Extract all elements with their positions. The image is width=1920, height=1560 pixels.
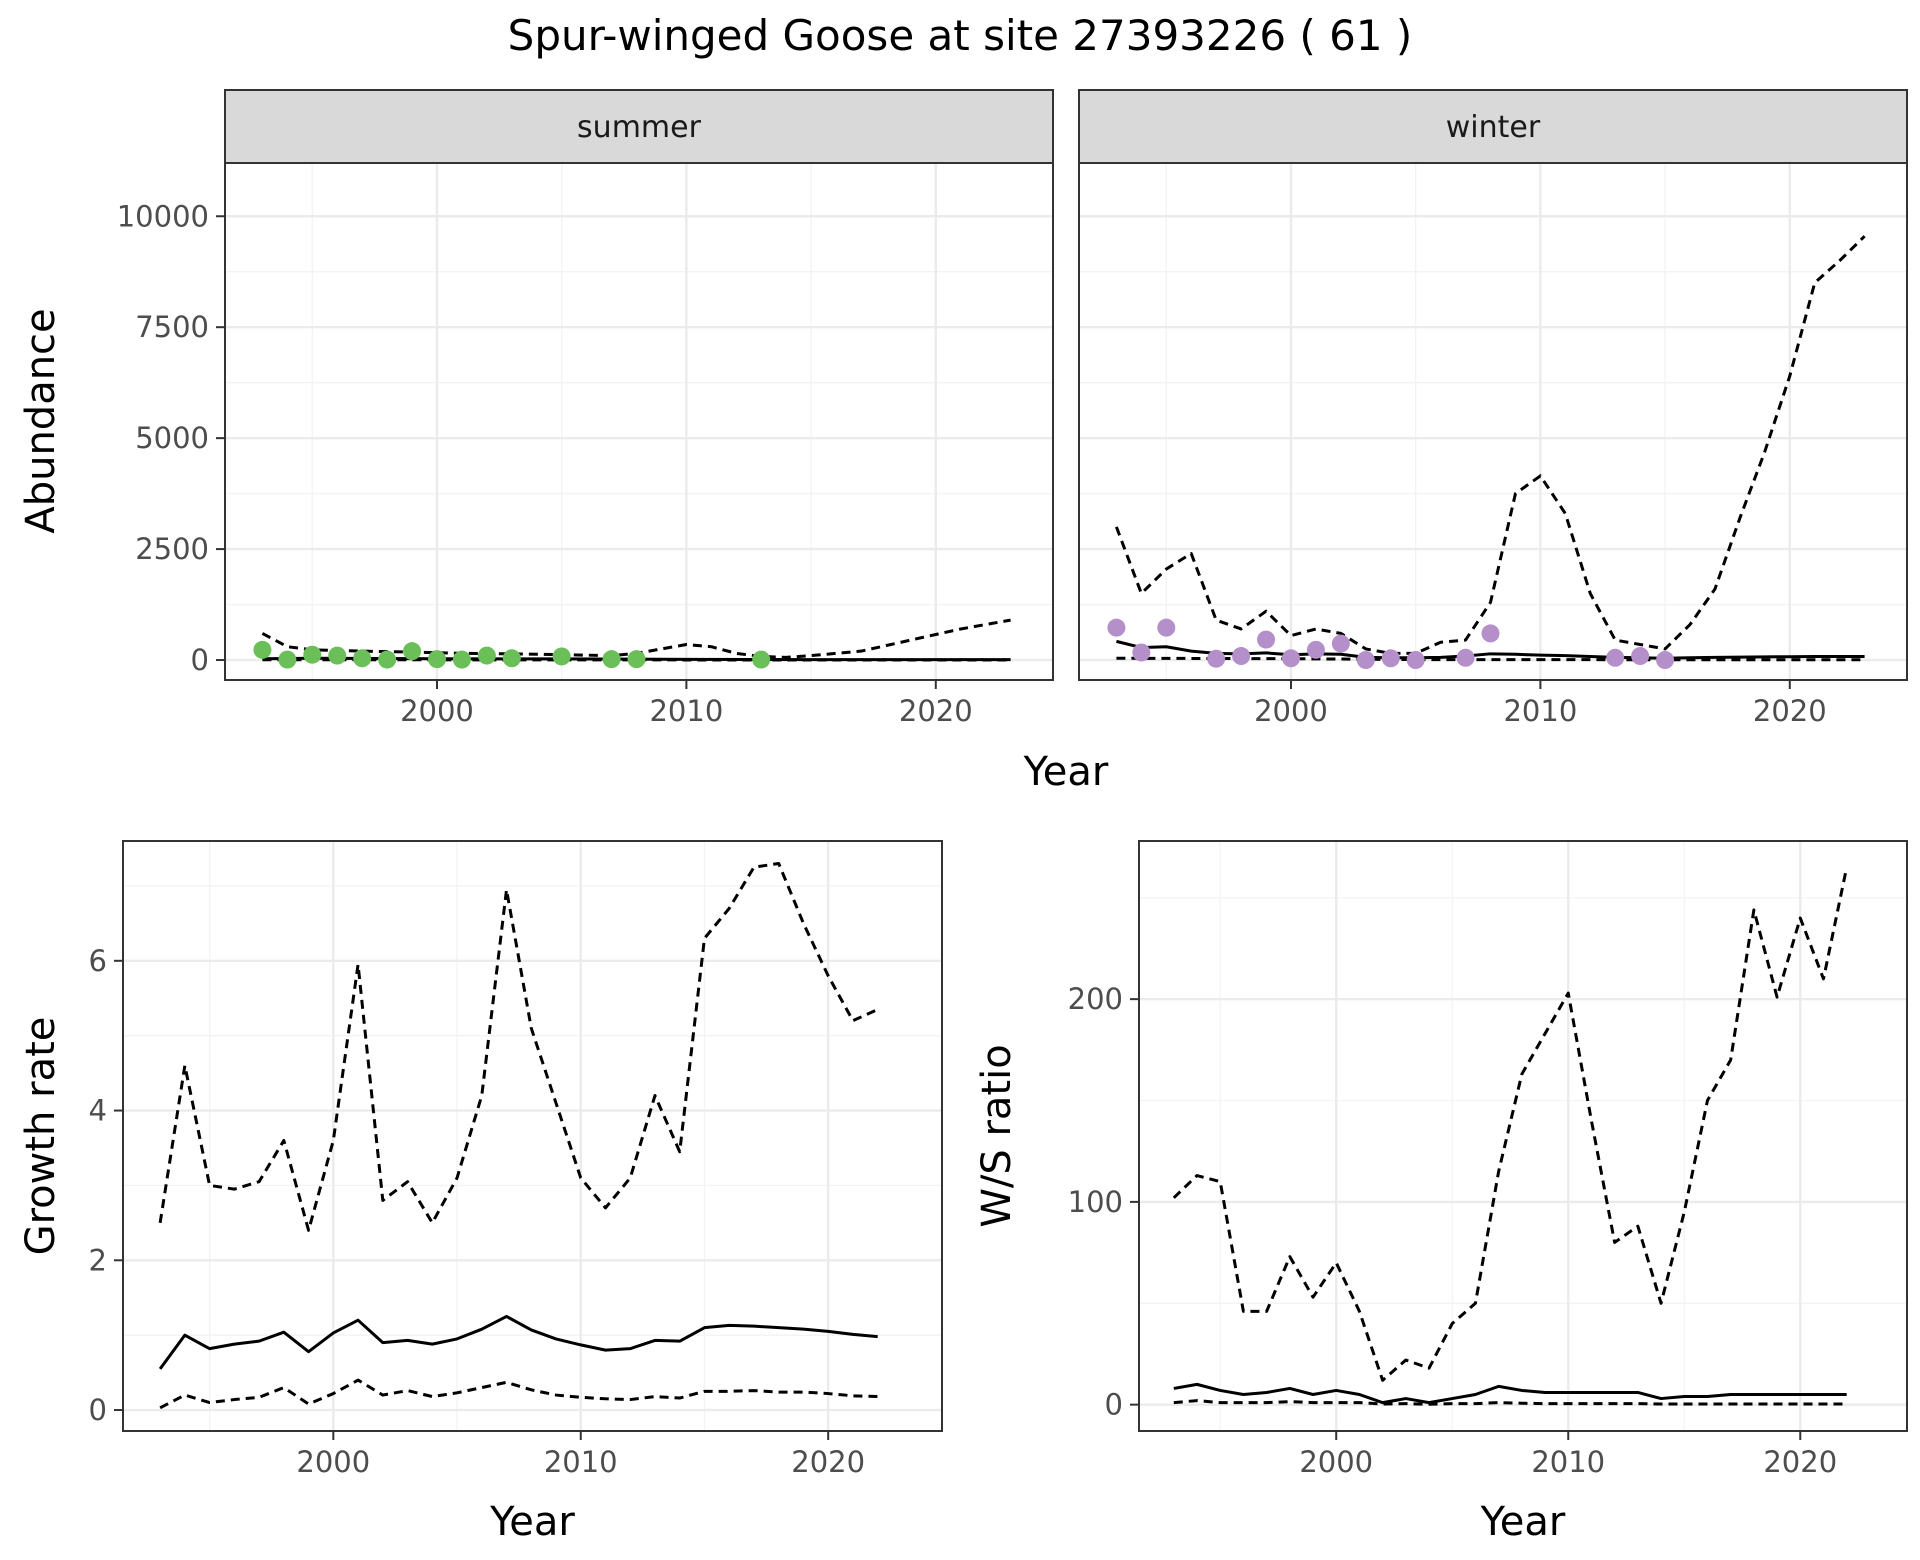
y-tick-label: 200 — [1068, 982, 1123, 1016]
data-point — [427, 650, 446, 669]
x-tick-label: 2020 — [1763, 1445, 1837, 1479]
data-point — [303, 645, 322, 664]
data-point — [1107, 618, 1126, 637]
data-point — [627, 650, 646, 669]
lower-line — [159, 1378, 878, 1410]
upper-line — [1115, 235, 1866, 655]
y-axis-title: Abundance — [18, 308, 64, 533]
data-point — [1132, 643, 1151, 662]
data-point — [353, 649, 372, 668]
x-axis-title: Year — [1480, 1499, 1566, 1545]
data-point — [1456, 648, 1475, 667]
gridlines — [1139, 841, 1907, 1431]
x-tick-label: 2020 — [899, 694, 973, 728]
x-tick-label: 2010 — [649, 694, 723, 728]
summer-facet: summer 2000 2010 2020 0 2500 5000 7500 10000 — [117, 89, 1054, 728]
x-tick-label: 2000 — [400, 694, 474, 728]
data-point — [253, 640, 272, 659]
x-tick-label: 2020 — [1753, 694, 1827, 728]
tick-marks — [216, 215, 937, 689]
y-tick-label: 100 — [1068, 1185, 1123, 1219]
tick-marks — [1289, 680, 1791, 689]
y-tick-label: 0 — [191, 643, 209, 677]
y-axis-title: W/S ratio — [974, 1044, 1020, 1227]
y-tick-label: 6 — [89, 944, 107, 978]
winter-strip-label: winter — [1446, 110, 1541, 145]
abundance-panel: summer 2000 2010 2020 0 2500 5000 7500 10000 wint… — [18, 89, 1908, 795]
x-tick-label: 2010 — [1503, 694, 1577, 728]
upper-line — [158, 861, 879, 1232]
data-point — [1356, 651, 1375, 670]
data-point — [1207, 649, 1226, 668]
series — [158, 861, 879, 1410]
median-line — [1173, 1382, 1847, 1405]
y-tick-label: 2500 — [135, 532, 209, 566]
data-point — [278, 650, 297, 669]
series — [1172, 867, 1849, 1406]
winter-strip — [1078, 89, 1908, 164]
lower-line — [1173, 1399, 1847, 1406]
tick-marks — [1130, 998, 1802, 1440]
x-tick-label: 2010 — [544, 1445, 618, 1479]
data-point — [1656, 651, 1675, 670]
data-point — [1331, 634, 1350, 653]
x-tick-label: 2000 — [296, 1445, 370, 1479]
y-tick-label: 10000 — [117, 199, 209, 233]
data-point — [1257, 630, 1276, 649]
data-point — [477, 646, 496, 665]
x-axis-title: Year — [489, 1499, 575, 1545]
y-tick-label: 5000 — [135, 421, 209, 455]
gridlines — [225, 163, 1053, 680]
gridlines — [1079, 163, 1907, 680]
data-point — [1306, 640, 1325, 659]
data-point — [378, 650, 397, 669]
data-point — [752, 650, 771, 669]
x-axis-title: Year — [1023, 749, 1109, 795]
summer-strip-label: summer — [577, 110, 702, 145]
data-point — [502, 649, 521, 668]
y-tick-label: 0 — [1105, 1388, 1123, 1422]
series — [1115, 235, 1866, 662]
panel-border — [1138, 840, 1908, 1432]
y-tick-label: 4 — [89, 1094, 107, 1128]
data-point — [1381, 649, 1400, 668]
panel-border — [224, 162, 1054, 681]
data-point — [1281, 649, 1300, 668]
data-point — [552, 647, 571, 666]
data-point — [328, 646, 347, 665]
summer-strip — [224, 89, 1054, 164]
x-tick-label: 2000 — [1299, 1445, 1373, 1479]
panel-border — [122, 840, 943, 1432]
panel-border — [1078, 162, 1908, 681]
data-point — [1606, 648, 1625, 667]
x-tick-label: 2020 — [791, 1445, 865, 1479]
x-tick-label: 2010 — [1531, 1445, 1605, 1479]
data-point — [1232, 647, 1251, 666]
observed-points — [1107, 618, 1675, 670]
y-tick-label: 7500 — [135, 310, 209, 344]
median-line — [1116, 639, 1865, 660]
y-tick-label: 2 — [89, 1243, 107, 1277]
y-tick-label: 0 — [89, 1393, 107, 1427]
x-tick-label: 2000 — [1254, 694, 1328, 728]
upper-line — [261, 618, 1011, 659]
tick-marks — [114, 959, 830, 1440]
data-point — [452, 650, 471, 669]
lower-line — [1116, 656, 1865, 662]
growth-rate-panel: 2000 2010 2020 0 2 4 6 Year Growth rate — [18, 840, 943, 1545]
data-point — [1631, 647, 1650, 666]
data-point — [1481, 624, 1500, 643]
data-point — [1406, 651, 1425, 670]
chart-title: Spur-winged Goose at site 27393226 ( 61 … — [508, 11, 1413, 60]
data-point — [602, 650, 621, 669]
observed-points — [253, 640, 771, 669]
data-point — [403, 642, 422, 661]
winter-facet: winter 2000 2010 2020 — [1078, 89, 1908, 728]
data-point — [1157, 618, 1176, 637]
y-axis-title: Growth rate — [18, 1017, 64, 1256]
ws-ratio-panel: 2000 2010 2020 0 100 200 Year W/S ratio — [974, 840, 1908, 1545]
upper-line — [1172, 867, 1849, 1382]
median-line — [158, 1314, 878, 1370]
